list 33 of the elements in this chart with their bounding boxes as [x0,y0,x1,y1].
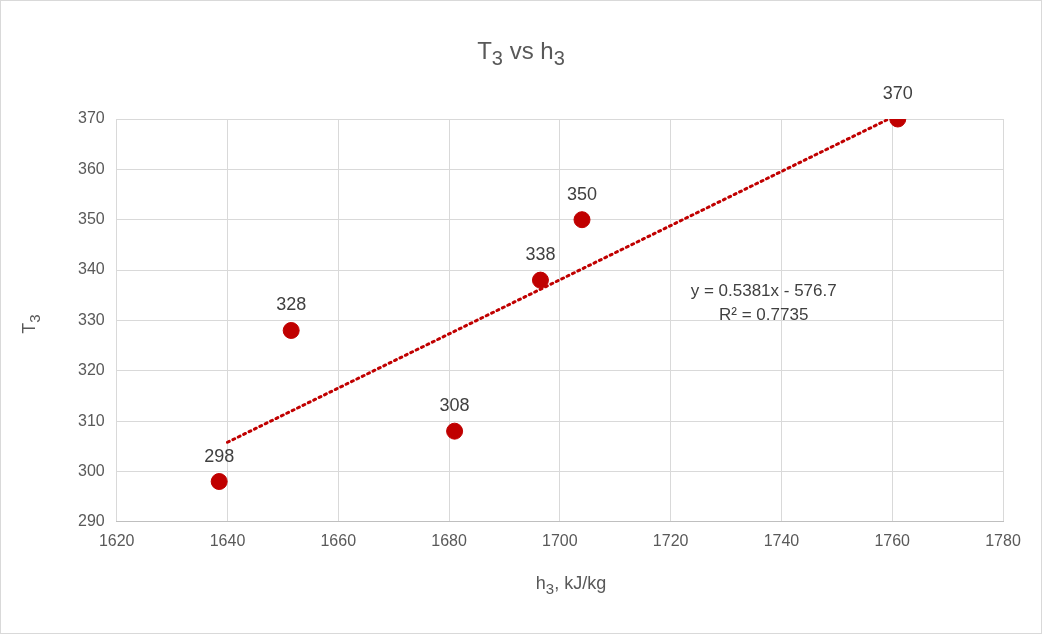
x-tick-label: 1680 [431,531,467,549]
y-tick-label: 340 [77,260,105,278]
data-label: 298 [204,445,235,466]
annotation: y = 0.5381x - 576.7 [690,281,837,301]
annotation: R² = 0.7735 [719,305,809,325]
data-label: 338 [525,244,556,265]
data-label: 370 [882,83,913,103]
chart-title: T$_{3}$ vs h$_{3}$ [476,37,566,70]
x-tick-label: 1700 [542,531,578,549]
y-tick-label: 300 [77,461,105,479]
point [573,211,591,229]
y-tick-label: 290 [77,512,105,530]
x-tick-label: 1720 [652,531,689,549]
point [210,473,228,491]
x-tick-label: 1640 [209,531,246,549]
x-tick-label: 1740 [763,531,800,549]
y-tick-label: 310 [77,411,105,429]
data-label: 328 [276,294,307,315]
point [531,271,549,289]
y-tick-label: 370 [77,109,105,127]
y-tick-label: 320 [77,361,105,379]
data-label: 350 [566,183,598,204]
y-tick-label: 350 [77,210,105,228]
x-tick-label: 1760 [874,531,911,549]
x-axis-title: h$_{3}$, kJ/kg [534,573,608,597]
x-tick-label: 1780 [985,531,1021,549]
point [446,422,464,440]
y-tick-label: 330 [77,310,105,328]
x-tick-label: 1620 [98,531,135,549]
y-tick-label: 360 [77,159,105,177]
data-label: 308 [439,395,470,416]
point [282,321,300,339]
x-tick-label: 1660 [320,531,357,549]
